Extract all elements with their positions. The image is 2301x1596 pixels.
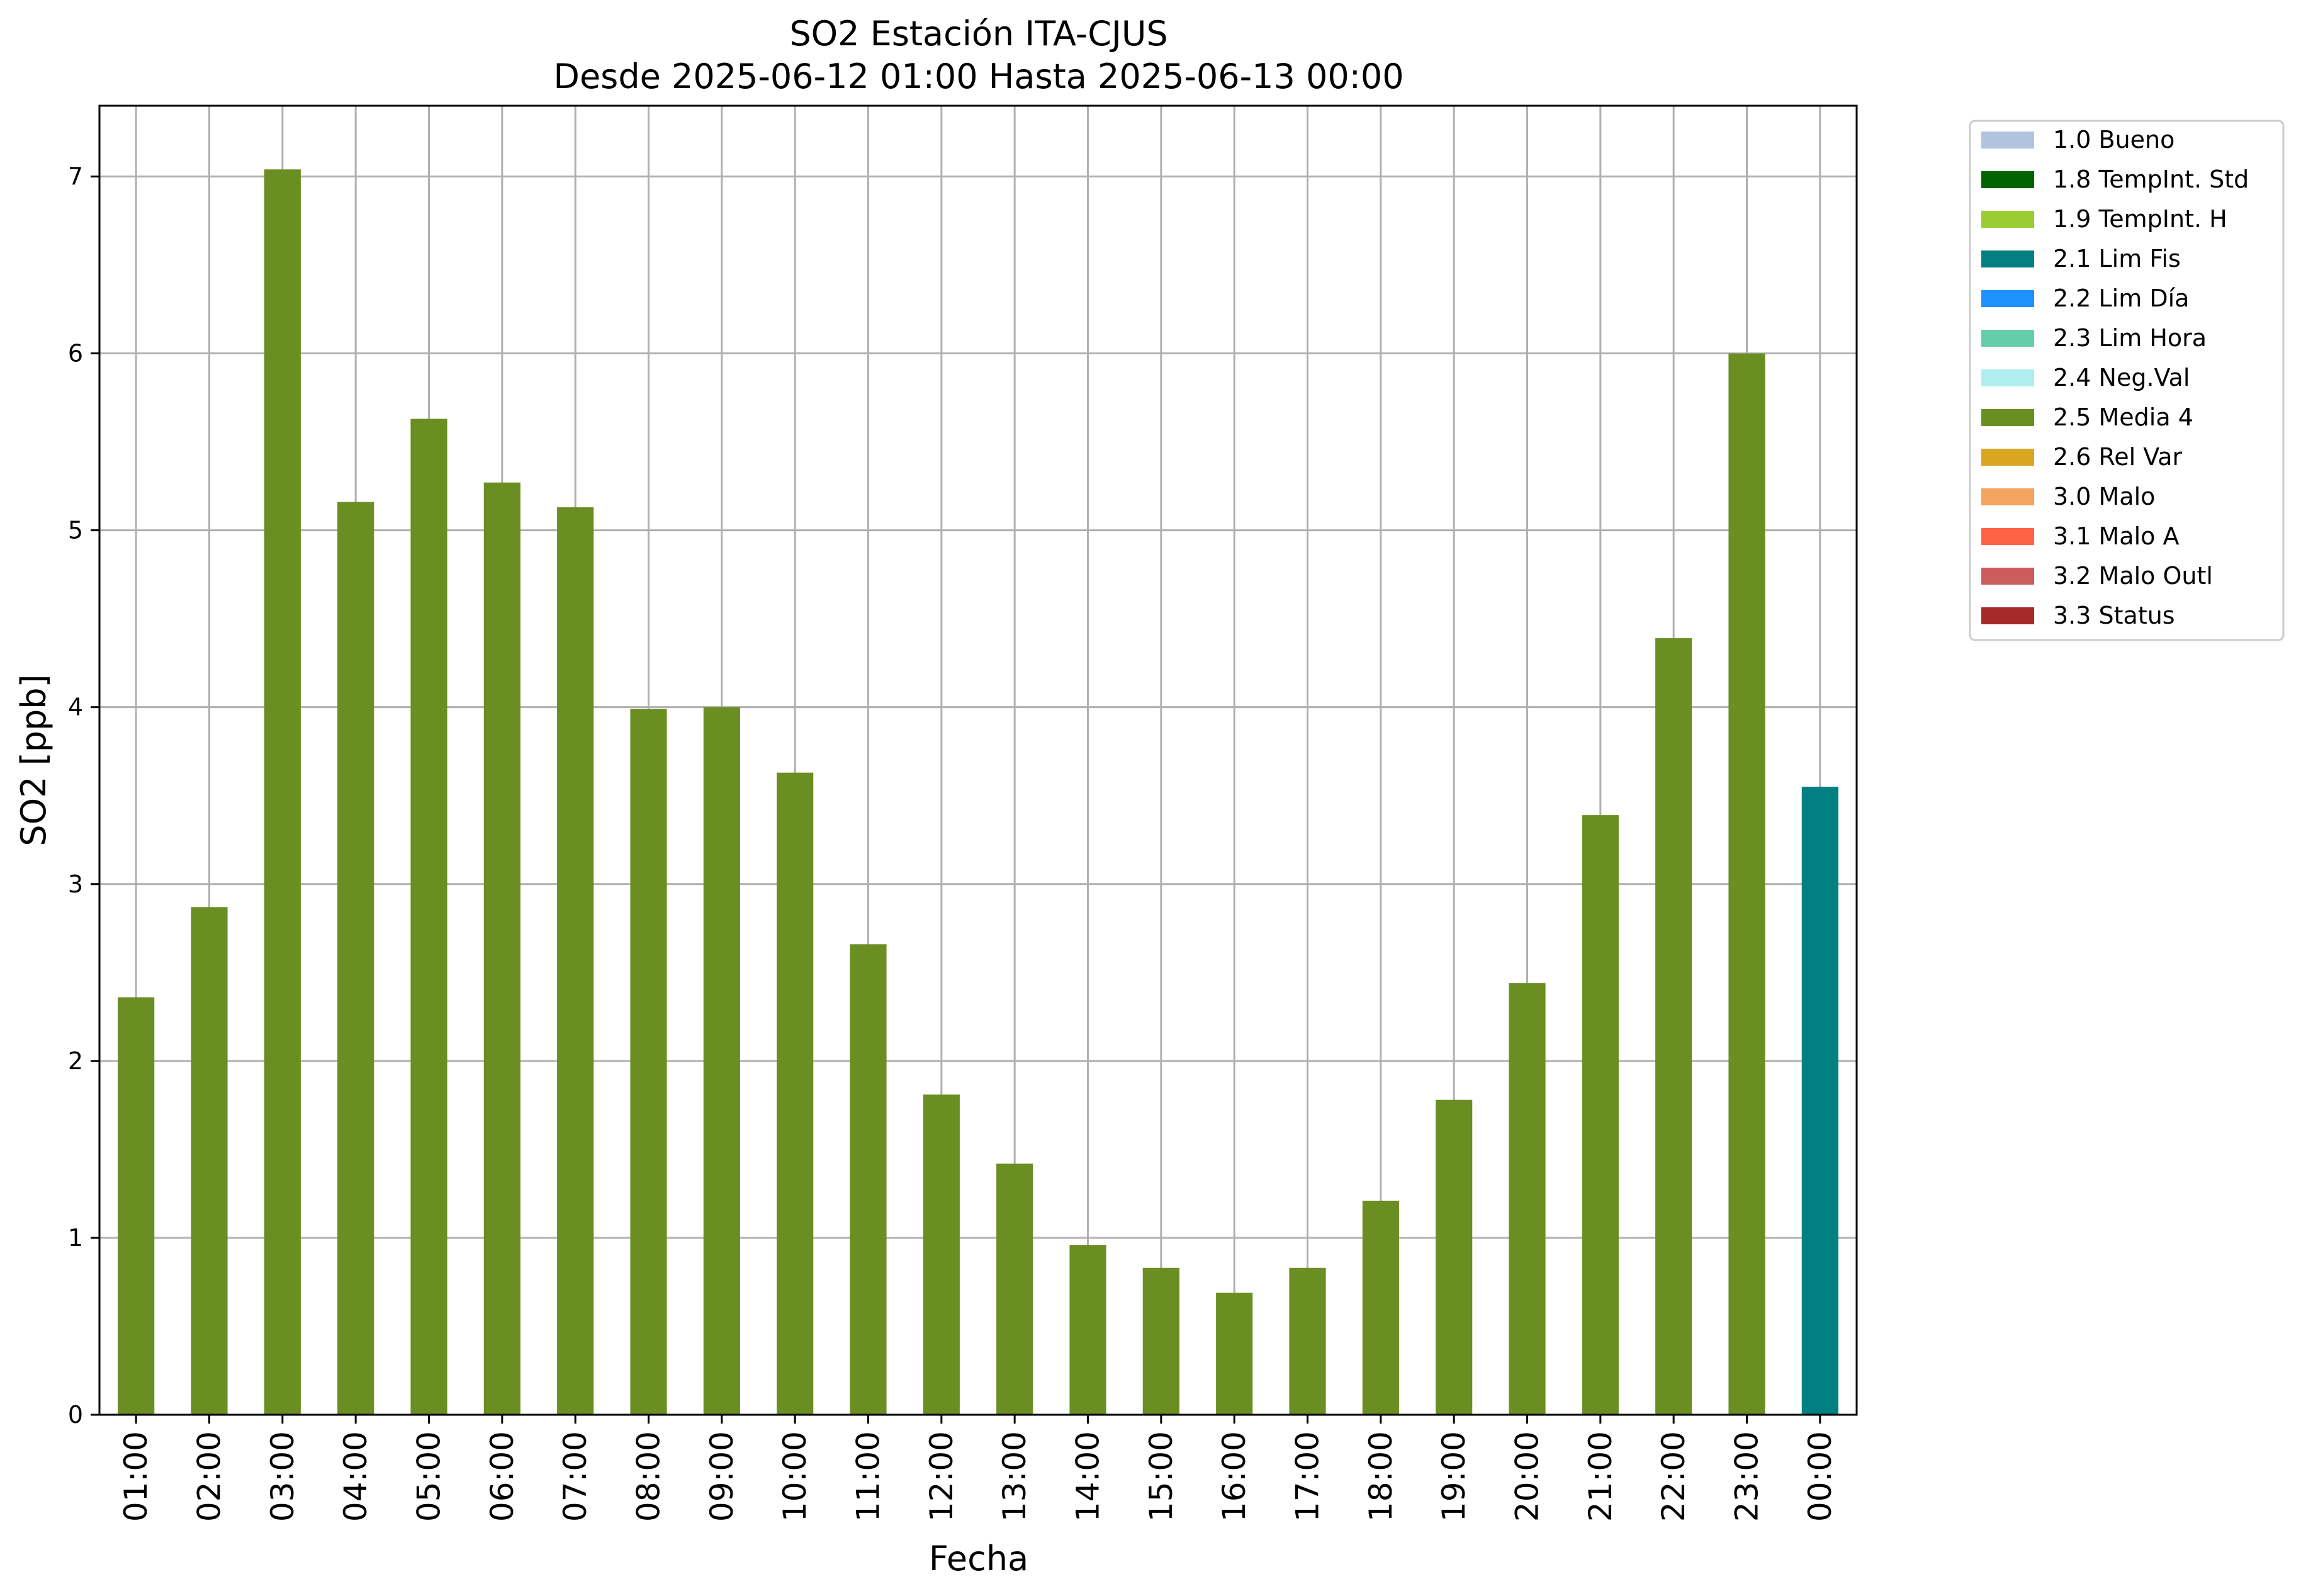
legend-label: 2.3 Lim Hora — [2053, 324, 2207, 352]
x-tick-label: 12:00 — [923, 1431, 960, 1522]
x-tick-label: 02:00 — [191, 1431, 228, 1522]
legend-label: 2.6 Rel Var — [2053, 443, 2183, 471]
bar-14:00 — [1069, 1245, 1106, 1415]
x-tick-label: 16:00 — [1216, 1431, 1252, 1522]
bar-11:00 — [850, 944, 887, 1415]
bar-01:00 — [118, 997, 155, 1415]
legend-swatch — [1981, 528, 2034, 545]
y-tick-label: 7 — [68, 162, 83, 190]
bar-12:00 — [923, 1094, 960, 1415]
legend-swatch — [1981, 290, 2034, 307]
bar-18:00 — [1362, 1200, 1399, 1415]
bar-23:00 — [1728, 353, 1765, 1415]
bar-10:00 — [777, 772, 814, 1415]
x-tick-label: 22:00 — [1655, 1431, 1692, 1522]
x-tick-label: 21:00 — [1582, 1431, 1619, 1522]
bar-02:00 — [191, 907, 228, 1415]
x-tick-label: 14:00 — [1070, 1431, 1106, 1522]
bar-04:00 — [337, 502, 374, 1415]
bar-22:00 — [1655, 638, 1692, 1415]
legend: 1.0 Bueno 1.8 TempInt. Std 1.9 TempInt. H 2… — [1969, 120, 2285, 641]
y-tick-label: 3 — [68, 870, 83, 898]
bar-20:00 — [1509, 983, 1546, 1415]
chart-subtitle: Desde 2025-06-12 01:00 Hasta 2025-06-13 … — [553, 57, 1404, 96]
legend-swatch — [1981, 607, 2034, 624]
x-tick-label: 17:00 — [1290, 1431, 1326, 1522]
bar-08:00 — [630, 709, 667, 1415]
x-tick-label: 07:00 — [557, 1431, 594, 1522]
y-tick-label: 2 — [68, 1047, 83, 1075]
legend-label: 2.5 Media 4 — [2053, 403, 2193, 431]
bar-19:00 — [1436, 1099, 1473, 1415]
legend-label: 1.0 Bueno — [2053, 126, 2174, 154]
x-tick-label: 10:00 — [777, 1431, 813, 1522]
legend-swatch — [1981, 568, 2034, 585]
x-tick-label: 06:00 — [484, 1431, 520, 1522]
bar-17:00 — [1289, 1267, 1326, 1415]
legend-swatch — [1981, 330, 2034, 347]
y-tick-label: 0 — [68, 1401, 83, 1429]
legend-swatch — [1981, 409, 2034, 426]
bar-07:00 — [557, 507, 594, 1415]
y-tick-label: 1 — [68, 1224, 83, 1252]
legend-label: 2.1 Lim Fis — [2053, 245, 2181, 273]
legend-frame — [1969, 120, 2285, 641]
x-tick-label: 09:00 — [704, 1431, 740, 1522]
legend-swatch — [1981, 211, 2034, 228]
bar-03:00 — [264, 169, 301, 1415]
x-tick-label: 13:00 — [996, 1431, 1033, 1522]
legend-label: 1.8 TempInt. Std — [2053, 166, 2249, 193]
legend-swatch — [1981, 369, 2034, 386]
x-tick-label: 08:00 — [631, 1431, 667, 1522]
legend-swatch — [1981, 171, 2034, 188]
x-tick-label: 11:00 — [850, 1431, 887, 1522]
bar-00:00 — [1801, 787, 1838, 1415]
chart-title: SO2 Estación ITA-CJUS — [789, 14, 1167, 53]
legend-label: 3.1 Malo A — [2053, 522, 2179, 550]
x-tick-label: 04:00 — [337, 1431, 374, 1522]
legend-swatch — [1981, 250, 2034, 267]
bar-15:00 — [1142, 1267, 1179, 1415]
legend-label: 1.9 TempInt. H — [2053, 205, 2227, 233]
bar-13:00 — [996, 1163, 1033, 1415]
bar-21:00 — [1582, 815, 1619, 1415]
legend-swatch — [1981, 132, 2034, 149]
x-tick-label: 15:00 — [1143, 1431, 1179, 1522]
legend-swatch — [1981, 488, 2034, 505]
x-tick-label: 20:00 — [1509, 1431, 1546, 1522]
bar-16:00 — [1216, 1293, 1253, 1415]
legend-swatch — [1981, 449, 2034, 466]
x-axis-ticks: 01:00 02:00 03:00 04:00 05:00 06:00 07:00 08:00… — [118, 1415, 1838, 1522]
y-tick-label: 4 — [68, 694, 83, 721]
y-axis-ticks: 0 1 2 3 4 5 6 7 — [68, 162, 99, 1429]
x-tick-label: 18:00 — [1363, 1431, 1399, 1522]
bar-05:00 — [410, 419, 447, 1415]
x-tick-label: 05:00 — [411, 1431, 447, 1522]
y-tick-label: 6 — [68, 340, 83, 368]
x-tick-label: 01:00 — [118, 1431, 154, 1522]
legend-label: 3.0 Malo — [2053, 483, 2155, 510]
legend-label: 2.2 Lim Día — [2053, 284, 2189, 312]
plot-area-frame — [98, 104, 1858, 1416]
y-axis-label: SO2 [ppb] — [14, 674, 53, 846]
bar-06:00 — [483, 482, 520, 1415]
x-tick-label: 00:00 — [1802, 1431, 1838, 1522]
x-axis-label: Fecha — [929, 1539, 1028, 1578]
x-tick-label: 19:00 — [1436, 1431, 1472, 1522]
x-tick-label: 03:00 — [264, 1431, 301, 1522]
legend-label: 3.3 Status — [2053, 602, 2175, 629]
bars — [118, 169, 1838, 1415]
legend-label: 3.2 Malo Outl — [2053, 562, 2213, 590]
y-tick-label: 5 — [68, 517, 83, 544]
legend-label: 2.4 Neg.Val — [2053, 364, 2190, 391]
x-tick-label: 23:00 — [1729, 1431, 1765, 1522]
bar-09:00 — [703, 707, 740, 1415]
